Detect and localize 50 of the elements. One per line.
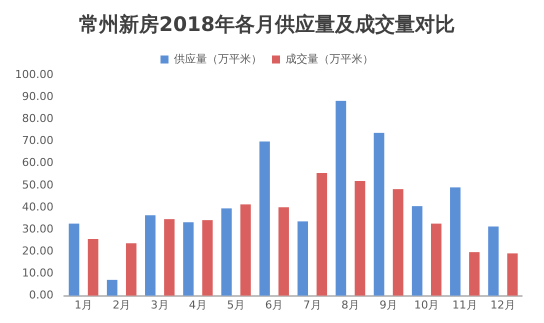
x-tick-label: 10月: [414, 298, 440, 312]
y-tick-label: 40.00: [22, 200, 54, 214]
bar: [354, 180, 366, 296]
x-tick-label: 4月: [188, 298, 207, 312]
bar: [412, 206, 422, 296]
x-tick-label: 7月: [303, 298, 322, 312]
y-tick-label: 60.00: [22, 156, 54, 170]
bar: [221, 208, 232, 296]
bar: [126, 243, 136, 296]
chart-title: 常州新房2018年各月供应量及成交量对比: [79, 12, 455, 36]
x-tick-label: 8月: [341, 298, 360, 312]
bar: [316, 173, 328, 296]
y-tick-label: 100.00: [14, 68, 54, 81]
bar: [469, 252, 480, 296]
bar: [392, 189, 404, 296]
bar: [278, 207, 289, 296]
y-tick-label: 70.00: [22, 134, 54, 148]
bar: [336, 100, 346, 296]
bar: [202, 220, 213, 296]
x-tick-label: 11月: [452, 298, 478, 312]
bar: [183, 222, 194, 296]
y-tick-label: 80.00: [22, 112, 54, 126]
bar: [450, 187, 461, 296]
bar: [374, 132, 384, 296]
y-tick-label: 0.00: [28, 288, 54, 302]
bar: [88, 239, 98, 296]
y-tick-label: 20.00: [22, 244, 54, 258]
y-tick-label: 50.00: [22, 178, 54, 192]
bar: [68, 224, 80, 296]
y-tick-label: 90.00: [22, 90, 54, 103]
bar: [164, 219, 175, 296]
y-tick-label: 10.00: [22, 266, 54, 280]
x-tick-label: 1月: [74, 298, 93, 312]
bar: [106, 280, 118, 296]
x-tick-label: 9月: [380, 298, 398, 312]
x-tick-label: 2月: [112, 298, 131, 312]
legend-label: 供应量（万平米）: [174, 52, 262, 66]
bar: [298, 221, 308, 296]
x-tick-label: 6月: [265, 298, 284, 312]
x-tick-label: 12月: [490, 298, 516, 312]
bar: [430, 224, 442, 296]
x-tick-label: 5月: [227, 298, 246, 312]
bar: [488, 226, 499, 296]
bar: [259, 141, 270, 296]
bar: [240, 204, 251, 296]
bar: [145, 215, 156, 296]
x-tick-label: 3月: [150, 298, 169, 312]
bar: [507, 253, 518, 296]
y-tick-label: 30.00: [22, 222, 54, 236]
legend-label: 成交量（万平米）: [286, 52, 374, 66]
